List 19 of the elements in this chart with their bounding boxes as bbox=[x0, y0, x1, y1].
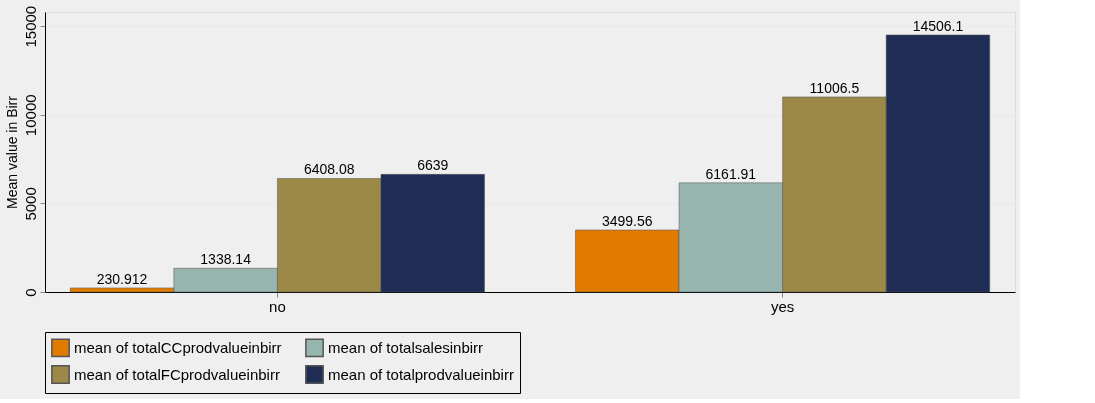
data-label: 11006.5 bbox=[809, 79, 860, 96]
data-label: 14506.1 bbox=[912, 17, 964, 34]
legend-label: mean of totalFCprodvalueinbirr bbox=[74, 365, 280, 383]
data-label: 230.912 bbox=[96, 270, 148, 287]
legend-label: mean of totalCCprodvalueinbirr bbox=[74, 338, 282, 356]
data-label: 6161.91 bbox=[705, 165, 757, 182]
y-tick-label: 0 bbox=[21, 288, 39, 297]
y-tick-label: 10000 bbox=[21, 94, 39, 137]
legend-label: mean of totalsalesinbirr bbox=[328, 338, 484, 356]
y-tick-label: 15000 bbox=[21, 5, 39, 48]
data-label: 6408.08 bbox=[303, 161, 355, 178]
legend-label: mean of totalprodvalueinbirr bbox=[328, 365, 514, 383]
data-label: 3499.56 bbox=[601, 212, 653, 229]
x-tick-label: no bbox=[269, 297, 286, 315]
y-axis-title: Mean value in Birr bbox=[3, 95, 20, 209]
x-tick-label: yes bbox=[770, 297, 795, 315]
y-tick-label: 5000 bbox=[21, 187, 39, 221]
data-label: 6639 bbox=[417, 157, 449, 174]
data-label: 1338.14 bbox=[200, 251, 252, 268]
